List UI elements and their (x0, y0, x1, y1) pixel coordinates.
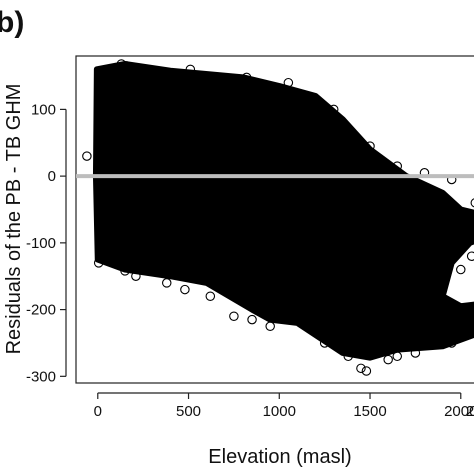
scatter-point (122, 61, 132, 71)
scatter-point (93, 258, 104, 268)
scatter-point (466, 251, 474, 261)
scatter-point (116, 59, 127, 69)
scatter-point (343, 351, 353, 362)
x-axis-title: Elevation (masl) (208, 446, 351, 468)
scatter-point (456, 264, 466, 275)
y-tick-label: -300 (26, 368, 56, 385)
y-axis-title: Residuals of the PB - TB GHM (3, 84, 25, 355)
scatter-point (365, 141, 375, 151)
point-cloud (92, 61, 474, 361)
scatter-point (180, 284, 190, 295)
scatter-point (241, 72, 252, 83)
scatter-point (456, 314, 466, 325)
x-tick-label: 500 (176, 403, 201, 420)
x-tick-label: 0 (94, 403, 102, 420)
scatter-point (410, 348, 421, 358)
scatter-point (161, 278, 172, 288)
scatter-point (131, 271, 141, 281)
scatter-point (392, 351, 403, 362)
y-tick-label: 0 (48, 168, 56, 185)
y-tick-label: -200 (26, 302, 56, 319)
x-tick-label: 1500 (353, 403, 386, 420)
scatter-point (356, 363, 366, 374)
scatter-point (283, 77, 294, 88)
y-axis: 100 0 -100 -200 -300 (26, 101, 67, 385)
scatter-point (446, 338, 457, 348)
scatter-point (205, 291, 216, 301)
scatter-point (120, 266, 130, 276)
scatter-point (392, 161, 403, 171)
x-tick-label: 2 (466, 403, 474, 420)
point-cloud-mass (92, 61, 474, 361)
scatter-point (361, 366, 372, 376)
scatter-point (437, 211, 448, 221)
scatter-point (423, 338, 433, 348)
panel-label: b) (0, 6, 24, 39)
scatter-point (265, 321, 275, 332)
scatter-point (468, 308, 474, 318)
x-tick-label: 1000 (263, 403, 296, 420)
scatter-points (82, 59, 474, 376)
scatter-point (470, 198, 474, 208)
plot-frame (75, 55, 474, 384)
scatter-point (319, 338, 330, 348)
scatter-point (328, 104, 339, 115)
scatter-point (247, 314, 257, 325)
scatter-point (82, 151, 92, 161)
x-tick-label: 2000 (444, 403, 474, 420)
y-tick-label: 100 (31, 101, 56, 118)
y-tick-label: -100 (26, 235, 56, 252)
scatter-point (185, 64, 196, 75)
scatter-point (229, 311, 239, 322)
scatter-point (383, 354, 393, 365)
